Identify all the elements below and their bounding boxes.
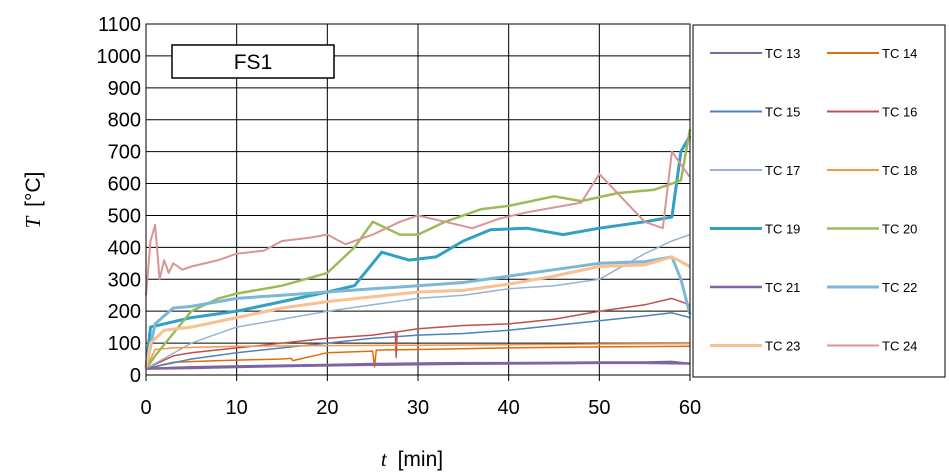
y-tick-label: 100 [108,333,141,355]
x-tick-label: 40 [498,397,520,419]
legend-label: TC 18 [882,163,917,178]
chart-title: FS1 [234,51,273,74]
legend-label: TC 24 [882,339,917,354]
series-line-tc-23 [144,255,691,369]
x-axis-unit: [min] [398,448,444,471]
legend-label: TC 21 [765,280,800,295]
legend: TC 13 TC 14 TC 15 TC 16 TC 17 TC 18 TC 19 TC 20… [710,46,917,354]
y-tick-label: 500 [108,205,141,227]
x-tick-label: 10 [226,397,248,419]
series-line-tc-15 [145,312,691,370]
y-tick-label: 700 [108,142,141,164]
series-line-tc-20 [144,129,692,370]
x-tick-label: 0 [140,397,151,419]
plot-frame [145,23,691,376]
x-tick-label: 20 [316,397,338,419]
y-tick-label: 400 [108,237,141,259]
y-tick-label: 300 [108,269,141,291]
legend-label: TC 20 [882,222,917,237]
legend-item: TC 18 [827,163,917,178]
y-tick-label: 200 [108,301,141,323]
chart-title-box: FS1 [171,44,335,79]
tick-labels: 0 10 20 30 40 50 60010020030040050060070080090… [97,14,702,419]
legend-label: TC 15 [765,105,800,120]
legend-item: TC 22 [827,280,917,295]
legend-item: TC 19 [710,222,800,237]
series-line-tc-21 [145,361,691,370]
legend-label: TC 16 [882,105,917,120]
y-tick-label: 900 [108,78,141,100]
x-tick-label: 60 [679,397,701,419]
legend-item: TC 16 [827,105,917,120]
x-tick-label: 50 [588,397,610,419]
legend-box [692,24,946,378]
legend-item: TC 20 [827,222,917,237]
y-tick-label: 1100 [98,14,141,36]
legend-item: TC 14 [827,46,917,61]
y-tick-label: 1000 [97,46,142,68]
legend-label: TC 13 [765,46,800,61]
legend-item: TC 21 [710,280,800,295]
legend-label: TC 19 [765,222,800,237]
legend-item: TC 13 [710,46,800,61]
x-tick-label: 30 [407,397,429,419]
legend-item: TC 24 [827,339,917,354]
y-tick-label: 0 [130,365,141,387]
x-axis-symbol: t [381,447,388,471]
series-line-tc-17 [145,233,691,370]
series-line-tc-24 [145,150,691,296]
legend-item: TC 17 [710,163,800,178]
legend-item: TC 15 [710,105,800,120]
series-line-tc-22 [144,255,692,369]
y-axis-unit: [°C] [22,172,45,207]
legend-label: TC 14 [882,46,917,61]
x-axis-label: t [min] [381,447,443,471]
series-lines [144,129,692,370]
legend-item: TC 23 [710,339,800,354]
legend-label: TC 22 [882,280,917,295]
series-line-tc-19 [144,134,692,369]
legend-label: TC 23 [765,339,800,354]
legend-label: TC 17 [765,163,800,178]
y-tick-label: 600 [108,174,141,196]
y-axis-symbol: T [21,215,45,228]
series-line-tc-14 [145,345,691,370]
y-axis-label: T [°C] [21,172,45,229]
y-tick-label: 800 [108,110,141,132]
